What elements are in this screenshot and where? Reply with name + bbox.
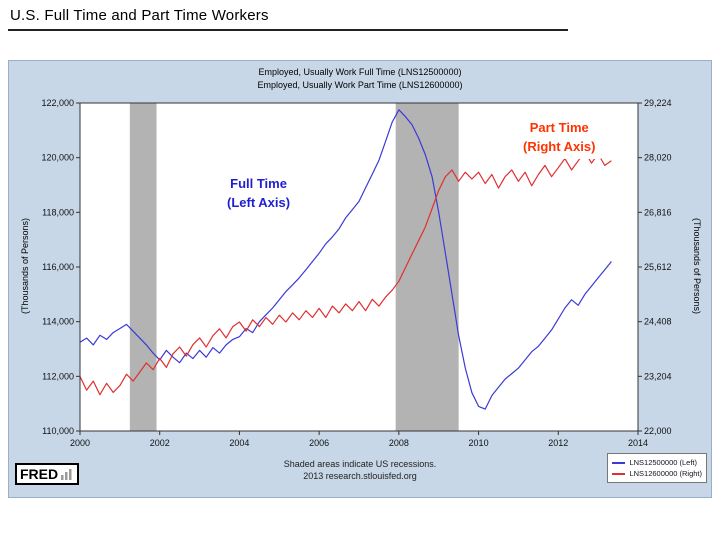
svg-text:28,020: 28,020	[644, 153, 672, 163]
svg-text:22,000: 22,000	[644, 426, 672, 436]
svg-text:118,000: 118,000	[42, 207, 74, 217]
svg-text:2014: 2014	[628, 438, 648, 448]
svg-text:24,408: 24,408	[644, 317, 672, 327]
svg-text:25,612: 25,612	[644, 262, 672, 272]
fred-logo-chart-icon	[61, 469, 72, 480]
plot-area: 2000 2002 2004 2006 2008 2010 2012 2014 110,000 1…	[41, 98, 672, 448]
svg-text:26,816: 26,816	[644, 207, 672, 217]
svg-text:2012: 2012	[548, 438, 568, 448]
svg-text:2006: 2006	[309, 438, 329, 448]
svg-text:2010: 2010	[469, 438, 489, 448]
legend: LNS12500000 (Left) LNS12600000 (Right)	[607, 453, 707, 483]
svg-text:2008: 2008	[389, 438, 409, 448]
svg-text:2002: 2002	[150, 438, 170, 448]
fred-logo: FRED	[15, 463, 80, 485]
full-time-line-swatch	[612, 462, 626, 465]
part-time-annotation: Part Time (Right Axis)	[517, 115, 602, 159]
legend-item-part-time: LNS12600000 (Right)	[612, 468, 702, 479]
chart-title-line2: Employed, Usually Work Part Time (LNS126…	[257, 80, 463, 90]
right-axis-title: (Thousands of Persons)	[692, 217, 702, 315]
part-time-line-swatch	[612, 473, 626, 476]
legend-label-part-time: LNS12600000 (Right)	[629, 469, 702, 478]
svg-text:112,000: 112,000	[42, 371, 74, 381]
svg-text:116,000: 116,000	[42, 262, 74, 272]
left-axis-title: (Thousands of Persons)	[20, 217, 30, 315]
fred-chart: Employed, Usually Work Full Time (LNS125…	[8, 60, 712, 498]
full-time-annotation: Full Time (Left Axis)	[221, 171, 297, 215]
page-title: U.S. Full Time and Part Time Workers	[10, 7, 269, 24]
source-note: 2013 research.stlouisfed.org	[303, 471, 417, 481]
svg-text:2004: 2004	[229, 438, 249, 448]
svg-text:29,224: 29,224	[644, 98, 672, 108]
title-underline	[8, 29, 568, 31]
svg-text:23,204: 23,204	[644, 371, 672, 381]
svg-text:114,000: 114,000	[42, 317, 74, 327]
svg-text:122,000: 122,000	[41, 98, 74, 108]
svg-text:120,000: 120,000	[41, 153, 74, 163]
recession-note: Shaded areas indicate US recessions.	[283, 459, 437, 469]
fred-logo-text: FRED	[20, 466, 59, 482]
legend-label-full-time: LNS12500000 (Left)	[629, 458, 698, 467]
svg-text:2000: 2000	[70, 438, 90, 448]
chart-title: Employed, Usually Work Full Time (LNS125…	[9, 66, 711, 92]
svg-text:110,000: 110,000	[42, 426, 74, 436]
chart-title-line1: Employed, Usually Work Full Time (LNS125…	[258, 67, 462, 77]
legend-item-full-time: LNS12500000 (Left)	[612, 457, 702, 468]
